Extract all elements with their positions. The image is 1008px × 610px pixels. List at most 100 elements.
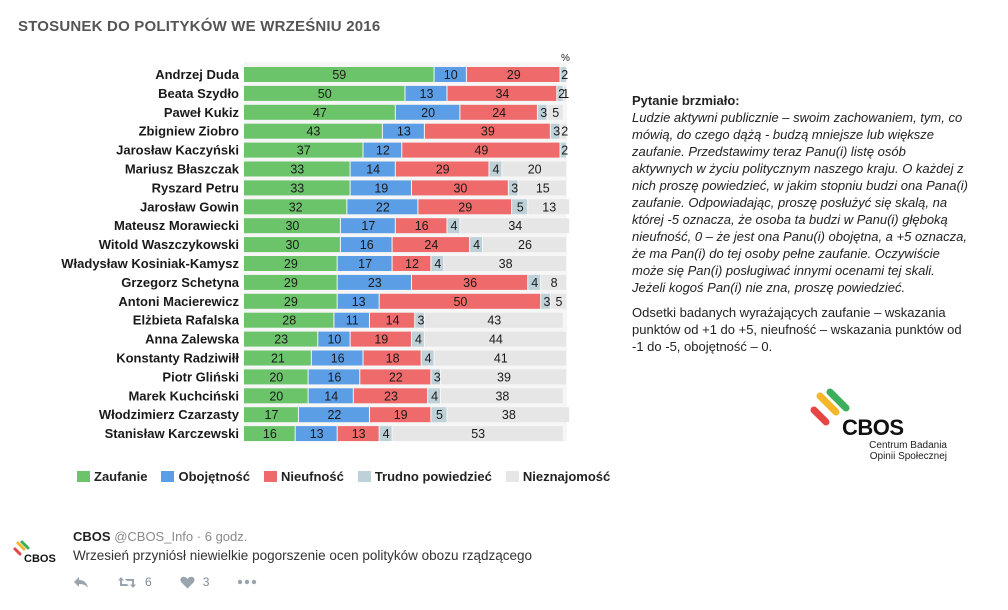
data-label: 22 (327, 408, 341, 422)
data-label: 1 (562, 87, 569, 101)
bar-segment (311, 350, 363, 366)
bar-segment (418, 199, 512, 215)
data-label: 16 (415, 219, 429, 233)
question-body: Ludzie aktywni publicznie – swoim zachow… (632, 110, 969, 295)
tweet-time[interactable]: 6 godz. (204, 529, 248, 544)
bar-segment (444, 256, 566, 271)
tweet-author-name[interactable]: CBOS (73, 529, 111, 544)
bar-segment (447, 407, 570, 423)
bar-segment (360, 369, 431, 385)
category-label: Mateusz Morawiecki (114, 218, 239, 233)
bar-segment (560, 67, 566, 82)
bar-segment (244, 350, 311, 366)
bar-segment (244, 237, 340, 253)
bar-segment (563, 85, 566, 101)
category-label: Anna Zalewska (145, 332, 240, 347)
category-label: Jarosław Gowin (140, 199, 239, 214)
bar-segment (318, 331, 350, 347)
question-note: Odsetki badanych wyrażających zaufanie –… (632, 305, 962, 354)
data-label: 4 (531, 276, 538, 290)
data-label: 5 (555, 295, 562, 309)
avatar-text: CBOS (24, 553, 56, 565)
bar-segment (350, 180, 411, 196)
tweet-author-handle[interactable]: @CBOS_Info (114, 529, 194, 544)
bar-segment (244, 369, 308, 385)
bar-segment (244, 67, 434, 82)
data-label: 8 (551, 276, 558, 290)
data-label: 12 (376, 144, 390, 158)
data-label: 39 (497, 370, 511, 384)
category-label: Konstanty Radziwiłł (116, 351, 239, 366)
data-label: 13 (352, 295, 366, 309)
data-label: 17 (358, 257, 372, 271)
data-label: 20 (269, 370, 283, 384)
bar-segment (518, 180, 566, 196)
data-label: 14 (386, 314, 400, 328)
cbos-avatar-mark-icon (13, 540, 30, 556)
data-label: 26 (518, 238, 532, 252)
bar-segment (411, 274, 528, 290)
data-label: 41 (494, 352, 508, 366)
bar-segment (431, 256, 444, 271)
data-label: 22 (376, 200, 390, 214)
tweet-card[interactable]: CBOS CBOS @CBOS_Info · 6 godz. Wrzesień … (0, 520, 1008, 610)
logo-subtitle-line1: Centrum Badania (869, 440, 947, 451)
tweet-text: Wrzesień przyniósł niewielkie pogorszeni… (73, 548, 532, 563)
bar-segment (244, 312, 334, 328)
data-label: 38 (495, 389, 509, 403)
data-label: 2 (561, 68, 568, 82)
bar-segment (244, 199, 347, 215)
avatar[interactable]: CBOS (12, 540, 60, 570)
data-label: 16 (331, 352, 345, 366)
bar-segment (541, 274, 566, 290)
bar-segment (350, 331, 411, 347)
data-label: 33 (290, 181, 304, 195)
data-label: 24 (492, 106, 506, 120)
data-label: 20 (528, 163, 542, 177)
bar-segment (308, 369, 360, 385)
bar-segment (415, 312, 424, 328)
bar-segment (557, 85, 563, 101)
legend-label: Nieufność (280, 469, 344, 484)
bar-segment (244, 142, 363, 158)
data-label: 33 (290, 163, 304, 177)
bar-segment (337, 256, 392, 271)
legend-entry: Trudno powiedzieć (357, 469, 492, 484)
legend-label: Zaufanie (94, 469, 148, 484)
bar-segment (424, 331, 566, 347)
legend-entry: Nieufność (263, 469, 344, 484)
more-button[interactable] (237, 579, 257, 585)
tweet-author[interactable]: CBOS @CBOS_Info · 6 godz. (73, 529, 247, 544)
logo-subtitle: Centrum Badania Opinii Społecznej (859, 440, 947, 462)
category-label: Mariusz Błaszczak (125, 162, 240, 177)
bar-segment (411, 331, 424, 347)
bar-segment (460, 104, 537, 120)
data-label: 3 (434, 370, 441, 384)
bar-segment (379, 426, 392, 442)
chart-title: STOSUNEK DO POLITYKÓW WE WRZEŚNIU 2016 (18, 18, 381, 35)
bar-segment (244, 331, 318, 347)
heart-icon (180, 576, 195, 588)
bar-segment (337, 426, 379, 442)
reply-button[interactable] (73, 576, 89, 589)
bar-segment (447, 218, 460, 234)
data-label: 5 (517, 200, 524, 214)
data-label: 36 (463, 276, 477, 290)
data-label: 16 (360, 238, 374, 252)
bar-segment (428, 388, 441, 404)
data-label: 23 (384, 389, 398, 403)
data-label: 19 (374, 181, 388, 195)
bar-segment (353, 388, 428, 404)
retweet-button[interactable]: 6 (117, 575, 152, 589)
data-label: 43 (487, 314, 501, 328)
like-button[interactable]: 3 (180, 575, 209, 589)
bar-segment (392, 237, 470, 253)
data-label: 29 (284, 257, 298, 271)
question-panel: Pytanie brzmiało: Ludzie aktywni publicz… (632, 92, 970, 355)
data-label: 29 (507, 68, 521, 82)
bar-segment (244, 218, 340, 234)
bar-segment (244, 293, 337, 309)
data-label: 23 (274, 333, 288, 347)
question-title: Pytanie brzmiało: (632, 93, 740, 108)
